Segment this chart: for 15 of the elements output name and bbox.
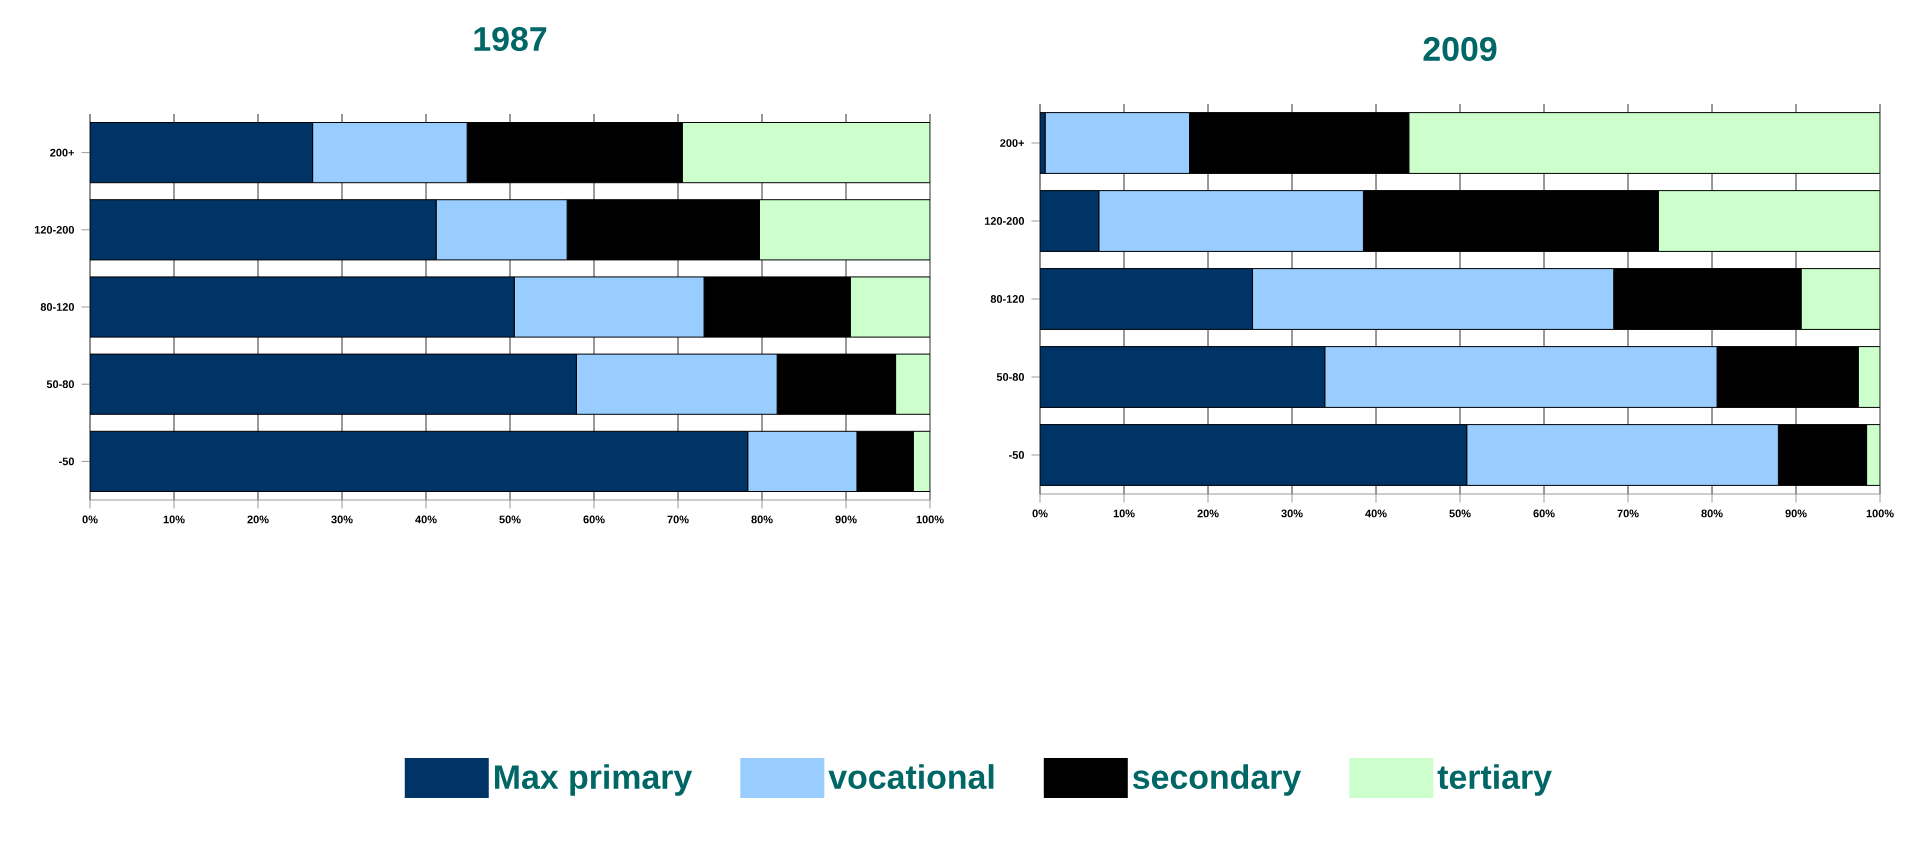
bar bbox=[849, 276, 931, 338]
chart-title: 2009 bbox=[1423, 37, 1497, 62]
bar bbox=[90, 122, 314, 184]
bar bbox=[895, 353, 931, 415]
bar bbox=[758, 199, 931, 261]
bar bbox=[90, 430, 749, 493]
legend-label: tertiary bbox=[1437, 764, 1552, 796]
legend-label: secondary bbox=[1132, 764, 1302, 796]
bar bbox=[90, 276, 515, 338]
legend-label: vocational bbox=[828, 764, 994, 790]
bar bbox=[90, 199, 437, 261]
bar bbox=[681, 122, 931, 184]
bar bbox=[90, 353, 577, 415]
chart-title: 1987 bbox=[474, 27, 547, 52]
legend-label: Max primary bbox=[495, 764, 693, 796]
